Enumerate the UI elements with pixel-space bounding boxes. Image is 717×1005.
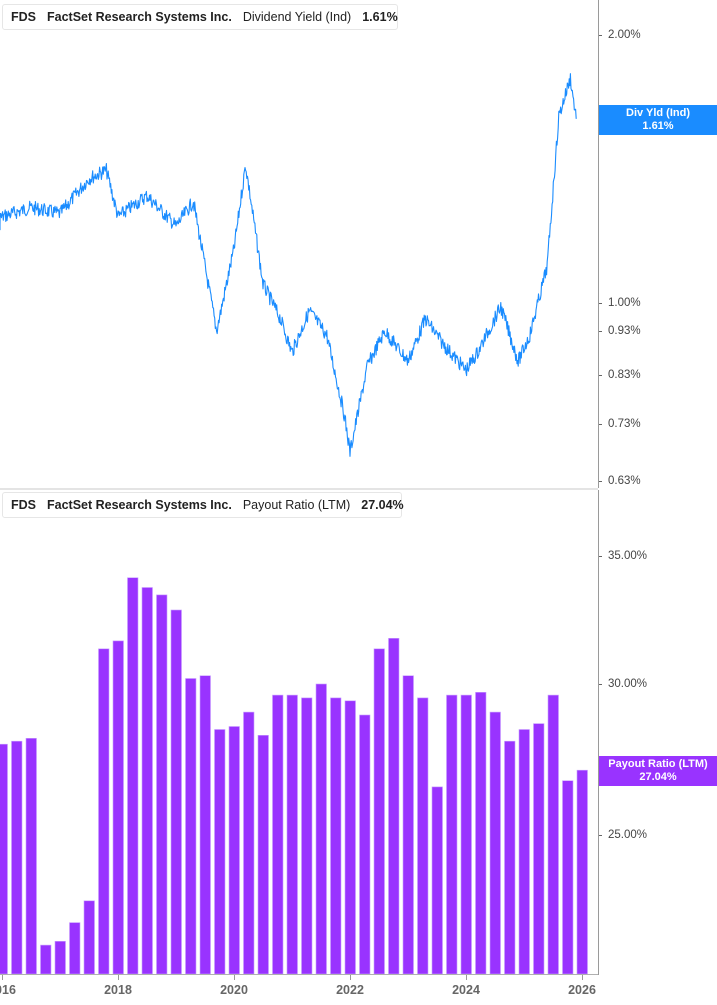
top-tick-mark [599, 35, 602, 36]
top-tick-label: 1.00% [608, 297, 641, 309]
dividend-yield-legend[interactable]: FDS FactSet Research Systems Inc. Divide… [2, 4, 398, 30]
top-tick-label: 0.73% [608, 418, 641, 430]
payout-bar[interactable] [272, 694, 284, 975]
top-tick-mark [599, 375, 602, 376]
payout-bar[interactable] [0, 743, 8, 975]
top-tick-mark [599, 424, 602, 425]
payout-bar[interactable] [373, 648, 385, 975]
dividend-yield-flag: Div Yld (Ind) 1.61% [599, 105, 717, 135]
payout-bar[interactable] [315, 683, 327, 975]
x-tick-label: 2018 [104, 983, 132, 997]
payout-bar[interactable] [214, 729, 226, 975]
payout-bar[interactable] [243, 711, 255, 975]
flag-value: 1.61% [642, 120, 674, 132]
payout-bar[interactable] [504, 740, 516, 975]
payout-bar[interactable] [83, 900, 95, 975]
legend-metric: Payout Ratio (LTM) [242, 498, 351, 512]
dividend-yield-panel: FDS FactSet Research Systems Inc. Divide… [0, 0, 717, 488]
payout-bar[interactable] [54, 940, 66, 975]
legend-company: FactSet Research Systems Inc. [47, 498, 232, 512]
x-axis [0, 974, 598, 975]
legend-value: 1.61% [362, 10, 398, 24]
payout-bar[interactable] [359, 714, 371, 975]
payout-bar[interactable] [127, 577, 139, 975]
top-tick-mark [599, 303, 602, 304]
payout-bar[interactable] [69, 922, 81, 975]
payout-bar[interactable] [388, 637, 400, 975]
panel-separator[interactable] [0, 488, 598, 490]
bottom-tick-mark [599, 556, 602, 557]
bottom-tick-label: 35.00% [608, 550, 648, 562]
payout-bar[interactable] [228, 726, 240, 975]
payout-bar[interactable] [286, 694, 298, 975]
top-tick-label: 2.00% [608, 29, 641, 41]
top-tick-label: 0.63% [608, 475, 641, 487]
payout-bar[interactable] [301, 697, 313, 975]
payout-bar[interactable] [460, 694, 472, 975]
top-tick-mark [599, 331, 602, 332]
flag-label: Div Yld (Ind) [626, 107, 690, 119]
payout-bar[interactable] [402, 675, 414, 975]
payout-bar[interactable] [533, 723, 545, 975]
payout-bar[interactable] [199, 675, 211, 975]
bottom-tick-label: 25.00% [608, 829, 648, 841]
payout-ratio-bar-chart [0, 577, 588, 975]
payout-bar[interactable] [170, 609, 182, 975]
flag-value: 27.04% [639, 771, 677, 783]
bottom-tick-label: 30.00% [608, 678, 648, 690]
flag-label: Payout Ratio (LTM) [608, 758, 708, 770]
legend-ticker: FDS [11, 10, 36, 24]
x-tick-label: 2016 [0, 983, 16, 997]
x-tick-mark [350, 975, 351, 980]
x-tick-mark [2, 975, 3, 980]
top-tick-label: 0.83% [608, 369, 641, 381]
payout-bar[interactable] [431, 786, 443, 975]
payout-bar[interactable] [562, 780, 574, 975]
top-tick-label: 0.93% [608, 325, 641, 337]
legend-ticker: FDS [11, 498, 36, 512]
payout-bar[interactable] [330, 697, 342, 975]
x-tick-label: 2024 [452, 983, 480, 997]
payout-ratio-flag: Payout Ratio (LTM) 27.04% [599, 756, 717, 786]
dividend-yield-line [0, 73, 577, 457]
legend-metric: Dividend Yield (Ind) [242, 10, 352, 24]
legend-company: FactSet Research Systems Inc. [47, 10, 232, 24]
payout-ratio-legend[interactable]: FDS FactSet Research Systems Inc. Payout… [2, 492, 404, 518]
dividend-yield-line-chart [0, 73, 577, 457]
payout-bar[interactable] [547, 694, 559, 975]
x-tick-label: 2022 [336, 983, 364, 997]
payout-bar[interactable] [25, 737, 37, 975]
legend-value: 27.04% [361, 498, 404, 512]
bottom-tick-mark [599, 684, 602, 685]
payout-bar[interactable] [40, 944, 52, 975]
payout-bar[interactable] [489, 711, 501, 975]
payout-bar[interactable] [475, 691, 487, 975]
payout-bar[interactable] [576, 769, 588, 975]
payout-bar[interactable] [141, 587, 153, 975]
payout-bar[interactable] [112, 640, 124, 975]
payout-bar[interactable] [344, 700, 356, 975]
payout-ratio-panel: FDS FactSet Research Systems Inc. Payout… [0, 490, 717, 1005]
x-tick-mark [118, 975, 119, 980]
x-tick-label: 2020 [220, 983, 248, 997]
x-tick-mark [234, 975, 235, 980]
payout-ratio-bars [0, 577, 588, 975]
x-tick-mark [466, 975, 467, 980]
payout-bar[interactable] [98, 648, 110, 975]
payout-bar[interactable] [185, 678, 197, 975]
payout-bar[interactable] [257, 734, 269, 975]
payout-bar[interactable] [156, 594, 168, 975]
bottom-y-axis [598, 490, 599, 975]
payout-bar[interactable] [446, 694, 458, 975]
payout-bar[interactable] [11, 740, 23, 975]
payout-bar[interactable] [417, 697, 429, 975]
x-tick-mark [582, 975, 583, 980]
top-tick-mark [599, 481, 602, 482]
payout-bar[interactable] [518, 729, 530, 975]
x-tick-label: 2026 [568, 983, 596, 997]
top-y-axis [598, 0, 599, 488]
bottom-tick-mark [599, 835, 602, 836]
